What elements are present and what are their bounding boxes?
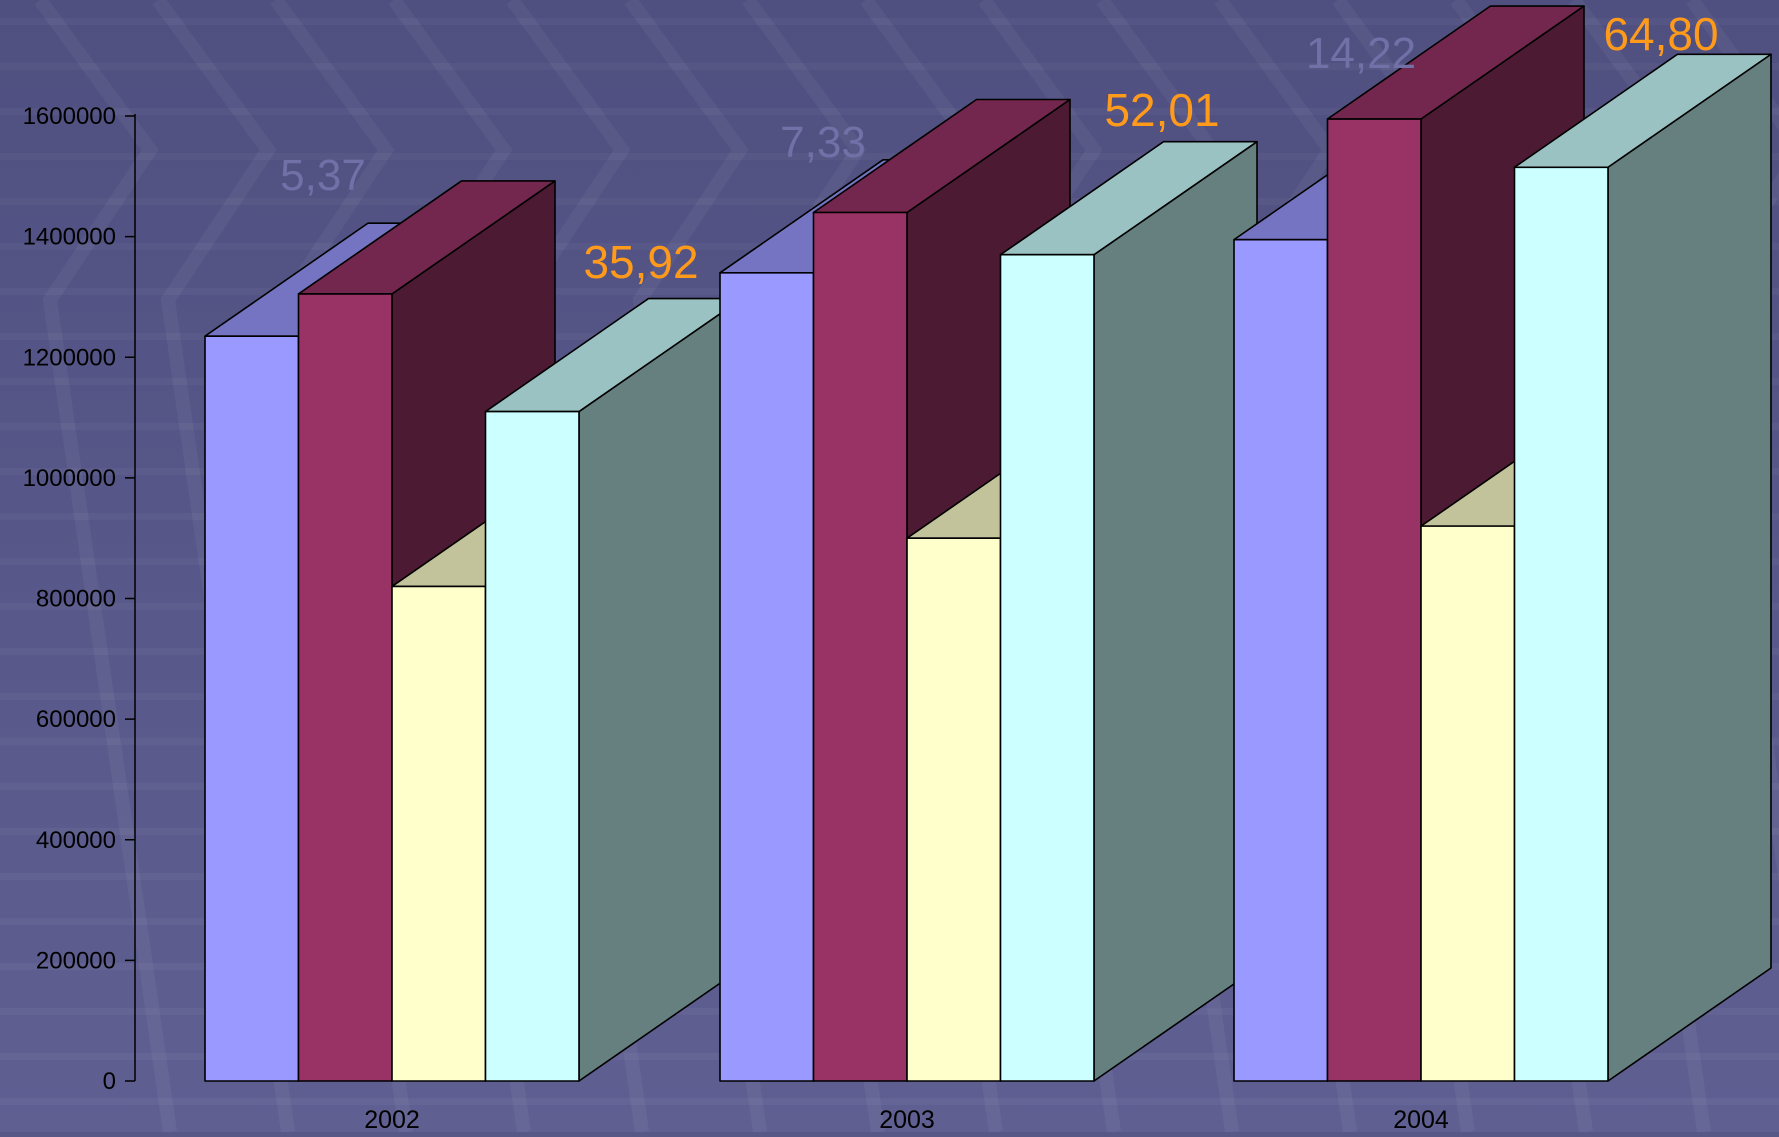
bg-chevron — [34, 0, 177, 1133]
bar-front-face — [204, 335, 300, 1082]
y-tick-label: 600000 — [36, 706, 116, 733]
y-tick-label: 1600000 — [23, 103, 116, 130]
data-annotations: 5,37 35,92 7,33 52,01 14,22 64,80 — [280, 8, 1718, 288]
bar-side-face — [1093, 140, 1258, 1082]
y-tick-label: 800000 — [36, 586, 116, 613]
bar-front-face — [484, 410, 580, 1082]
y-tick-label: 0 — [103, 1068, 116, 1095]
annotation-orange-2002: 35,92 — [583, 236, 698, 288]
y-tick-label: 1200000 — [23, 344, 116, 371]
bar-2003-series-4 — [999, 140, 1258, 1082]
annotation-faint-2003: 7,33 — [780, 118, 866, 167]
bar-front-face — [812, 211, 908, 1082]
annotation-faint-2002: 5,37 — [280, 151, 366, 200]
bar-2002-series-4 — [484, 297, 743, 1082]
bar-front-face — [297, 293, 393, 1082]
y-axis: 0 200000 400000 600000 800000 1000000 1200000 1… — [23, 103, 136, 1095]
bar-front-face — [1420, 525, 1516, 1082]
bg-stripe — [0, 63, 1779, 70]
bg-stripe — [0, 18, 1779, 25]
bar-front-face — [1513, 166, 1609, 1082]
bar-side-face — [1607, 53, 1772, 1082]
bg-stripe — [0, 153, 1779, 160]
annotation-faint-2004: 14,22 — [1306, 29, 1416, 78]
x-tick-label: 2004 — [1393, 1106, 1449, 1132]
bg-stripe — [0, 1098, 1779, 1105]
bar-front-face — [391, 585, 487, 1082]
x-axis-labels: 2002 2003 2004 — [364, 1106, 1449, 1134]
y-tick-label: 1000000 — [23, 465, 116, 492]
bar-front-face — [1233, 238, 1329, 1082]
annotation-orange-2003: 52,01 — [1104, 84, 1219, 136]
y-tick-label: 400000 — [36, 827, 116, 854]
bar-front-face — [719, 272, 815, 1082]
bar-side-face — [578, 297, 743, 1082]
bg-stripe — [0, 108, 1779, 115]
y-tick-label: 200000 — [36, 947, 116, 974]
bars — [204, 5, 1772, 1082]
y-tick-label: 1400000 — [23, 224, 116, 251]
bar-front-face — [999, 253, 1095, 1082]
bar-front-face — [1326, 118, 1422, 1082]
annotation-orange-2004: 64,80 — [1603, 8, 1718, 60]
x-tick-label: 2002 — [364, 1106, 420, 1132]
x-tick-label: 2003 — [879, 1106, 935, 1132]
bar-front-face — [906, 537, 1002, 1082]
bar-2004-series-4 — [1513, 53, 1772, 1082]
